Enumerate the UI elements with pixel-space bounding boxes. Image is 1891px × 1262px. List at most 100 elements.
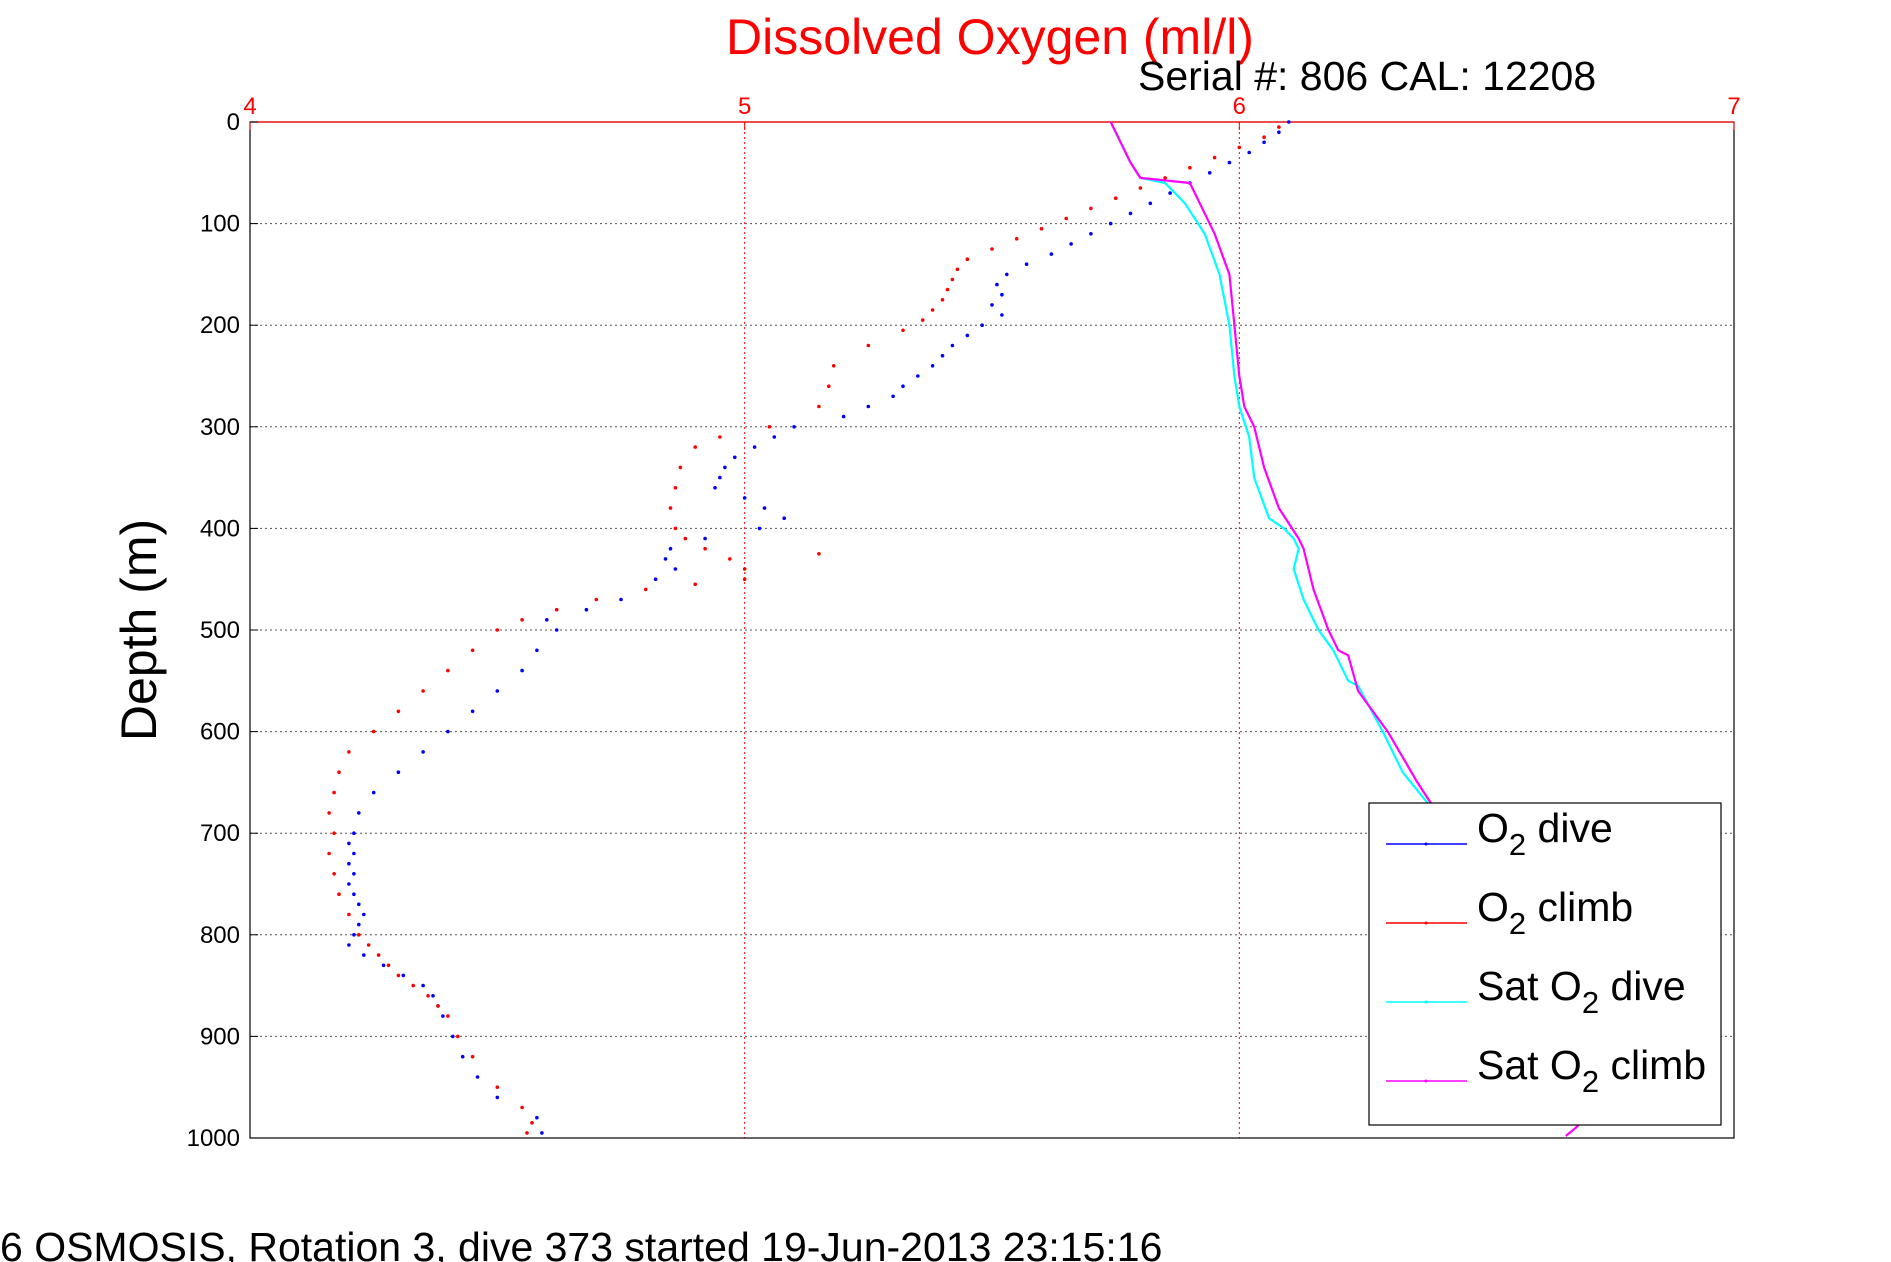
data-point <box>470 1054 475 1059</box>
data-point <box>362 912 366 917</box>
legend-entry: Sat O2 climb <box>1386 1042 1706 1099</box>
data-point <box>371 790 376 795</box>
data-point <box>540 1131 544 1135</box>
data-point <box>792 425 796 429</box>
legend-box <box>1368 802 1722 1126</box>
data-point <box>1262 135 1266 139</box>
data-point <box>357 811 361 815</box>
x-tick-label: 7 <box>1727 93 1740 120</box>
data-point <box>347 912 351 917</box>
data-point <box>1005 272 1009 277</box>
data-point <box>431 994 435 998</box>
data-point <box>1014 237 1019 241</box>
legend-label: O2 climb <box>1477 884 1633 941</box>
data-point <box>643 587 648 592</box>
data-point <box>1207 171 1212 175</box>
data-point <box>332 872 336 876</box>
data-point <box>945 287 950 292</box>
data-point <box>441 1014 445 1018</box>
data-point <box>401 973 406 978</box>
data-point <box>1148 201 1153 206</box>
data-point <box>1168 191 1172 195</box>
data-point <box>718 435 722 439</box>
footer-caption: 6 OSMOSIS, Rotation 3, dive 373 started … <box>0 1224 1162 1262</box>
data-point <box>713 486 717 490</box>
data-point <box>950 277 955 282</box>
data-point <box>451 1034 455 1039</box>
data-point <box>733 455 737 460</box>
data-point <box>703 536 707 541</box>
data-point <box>332 790 336 795</box>
data-point <box>357 933 361 937</box>
data-point <box>817 552 821 556</box>
data-point <box>1000 313 1004 317</box>
data-point <box>594 597 599 602</box>
data-point <box>1064 216 1068 221</box>
data-point <box>1089 206 1093 211</box>
legend-entry: Sat O2 dive <box>1386 963 1686 1020</box>
data-point <box>446 1014 450 1018</box>
series-o2-climb <box>327 125 1281 1135</box>
data-point <box>1069 242 1073 246</box>
data-point <box>520 618 524 622</box>
data-point <box>965 333 970 338</box>
data-point <box>1024 262 1029 267</box>
data-point <box>460 1054 465 1059</box>
data-point <box>362 953 366 957</box>
data-point <box>366 943 371 947</box>
data-point <box>678 465 683 470</box>
y-tick-label: 0 <box>227 109 240 136</box>
data-point <box>1277 125 1281 129</box>
data-point <box>347 841 351 846</box>
data-point <box>772 435 777 439</box>
data-point <box>421 689 425 693</box>
data-point <box>1188 165 1192 170</box>
y-tick-label: 600 <box>200 719 240 746</box>
data-point <box>352 831 356 835</box>
data-point <box>475 1075 480 1079</box>
data-point <box>757 526 762 531</box>
legend-label: O2 dive <box>1477 805 1613 862</box>
data-point <box>965 257 970 262</box>
series-o2-dive <box>347 120 1291 1135</box>
data-point <box>554 607 559 612</box>
data-point <box>891 394 895 399</box>
data-point <box>545 618 549 622</box>
data-point <box>703 546 707 551</box>
y-tick-labels: 0 100 200 300 400 500 600 700 800 900 1000 <box>187 109 258 1152</box>
data-point <box>396 709 401 714</box>
data-point <box>446 668 450 673</box>
data-point <box>1039 226 1044 231</box>
data-point <box>841 414 846 419</box>
data-point <box>920 318 925 322</box>
data-point <box>1247 150 1251 155</box>
data-point <box>411 983 416 988</box>
data-point <box>742 577 747 581</box>
data-point <box>1000 292 1004 297</box>
data-point <box>456 1034 460 1039</box>
legend: O2 dive O2 climb Sat O2 dive Sat O2 climb <box>1368 802 1722 1126</box>
data-point <box>426 994 430 998</box>
data-point <box>673 486 678 490</box>
y-tick-label: 400 <box>200 515 240 542</box>
legend-label: Sat O2 climb <box>1477 1042 1706 1099</box>
data-point <box>396 973 401 978</box>
data-point <box>668 506 673 510</box>
data-point <box>584 607 589 612</box>
data-point <box>386 963 391 968</box>
data-point <box>1262 140 1266 145</box>
data-point <box>901 328 905 333</box>
x-tick-labels: 4 5 6 7 <box>243 93 1741 130</box>
data-point <box>831 364 836 368</box>
data-point <box>352 851 356 856</box>
data-point <box>866 404 871 409</box>
data-point <box>742 567 747 571</box>
data-point <box>950 343 955 348</box>
legend-entry: O2 climb <box>1386 884 1633 941</box>
y-tick-label: 700 <box>200 820 240 847</box>
data-point <box>357 922 361 927</box>
data-point <box>723 465 727 470</box>
data-point <box>332 831 336 835</box>
data-point <box>995 282 999 287</box>
data-point <box>1287 120 1291 124</box>
